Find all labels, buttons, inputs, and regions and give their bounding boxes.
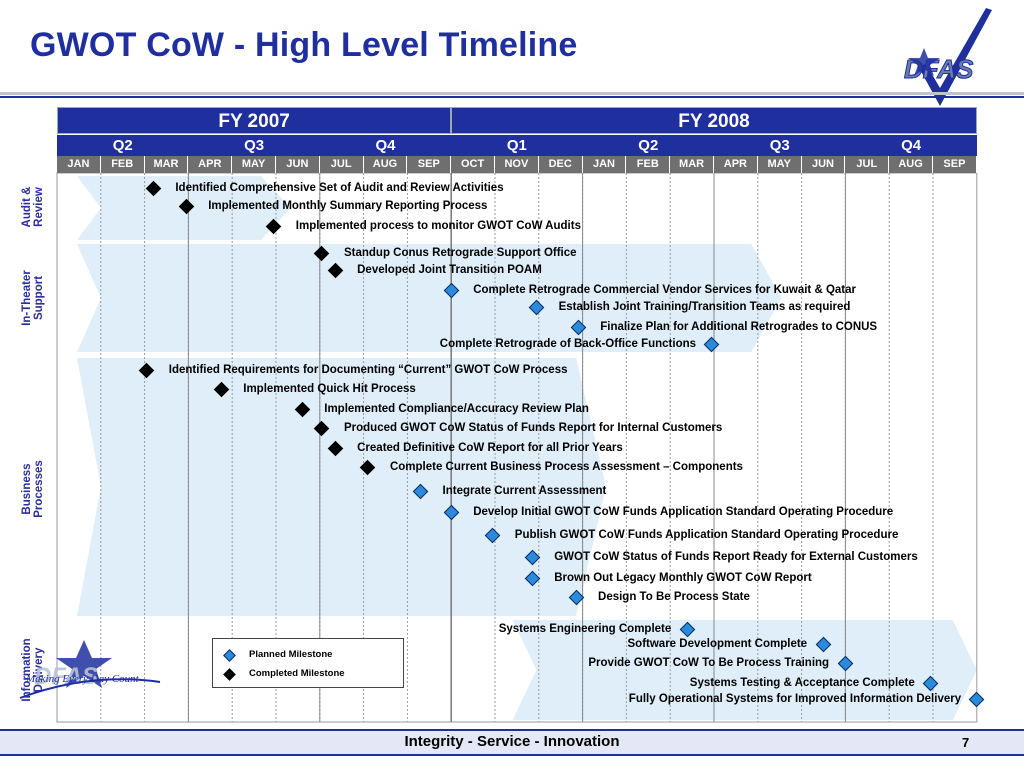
milestone-label: Systems Testing & Acceptance Complete bbox=[689, 677, 915, 689]
month-header: JUL bbox=[319, 156, 364, 173]
legend-completed-label: Completed Milestone bbox=[249, 668, 345, 679]
legend-planned-label: Planned Milestone bbox=[249, 649, 333, 660]
quarter-header: Q3 bbox=[188, 135, 320, 156]
section-arrow-2 bbox=[77, 244, 782, 352]
grid-frame bbox=[56, 172, 978, 723]
title-rule bbox=[0, 92, 1024, 95]
section-arrow-3 bbox=[77, 358, 607, 616]
month-header: JUL bbox=[845, 156, 890, 173]
quarter-header: Q4 bbox=[319, 135, 452, 156]
month-header: OCT bbox=[451, 156, 495, 173]
milestone-label: Publish GWOT CoW Funds Application Stand… bbox=[514, 529, 899, 541]
milestone-label: Implemented process to monitor GWOT CoW … bbox=[295, 220, 581, 232]
mission-logo-text: Making Every Day Count bbox=[25, 673, 140, 685]
section-label: In-Theater Support bbox=[21, 270, 45, 326]
quarter-header: Q2 bbox=[57, 135, 189, 156]
month-header: MAY bbox=[757, 156, 802, 173]
milestone-label: Implemented Monthly Summary Reporting Pr… bbox=[208, 200, 488, 212]
footer-bar bbox=[0, 729, 1024, 756]
milestone-label: Complete Retrograde of Back-Office Funct… bbox=[439, 338, 697, 350]
month-header: APR bbox=[188, 156, 233, 173]
milestone-label: Software Development Complete bbox=[627, 638, 808, 650]
milestone-label: Integrate Current Assessment bbox=[442, 485, 607, 497]
month-header: AUG bbox=[363, 156, 408, 173]
month-header: DEC bbox=[538, 156, 583, 173]
milestone-label: Brown Out Legacy Monthly GWOT CoW Report bbox=[554, 572, 812, 584]
quarter-header: Q1 bbox=[451, 135, 583, 156]
footer-tagline: Integrity - Service - Innovation bbox=[404, 733, 620, 750]
milestone-label: Establish Joint Training/Transition Team… bbox=[558, 301, 851, 313]
month-header: SEP bbox=[933, 156, 977, 173]
milestone-label: Identified Requirements for Documenting … bbox=[168, 364, 568, 376]
fiscal-year-header: FY 2007 bbox=[57, 107, 452, 134]
planned-diamond-icon bbox=[223, 649, 236, 662]
section-arrow-4 bbox=[512, 620, 977, 720]
milestone-label: Provide GWOT CoW To Be Process Training bbox=[588, 657, 830, 669]
milestone-label: Design To Be Process State bbox=[598, 591, 750, 603]
month-header: FEB bbox=[100, 156, 145, 173]
month-header: MAR bbox=[670, 156, 714, 173]
milestone-label: Developed Joint Transition POAM bbox=[357, 264, 542, 276]
milestone-label: Complete Retrograde Commercial Vendor Se… bbox=[473, 284, 856, 296]
month-header: NOV bbox=[495, 156, 539, 173]
milestone-label: Created Definitive CoW Report for all Pr… bbox=[357, 442, 623, 454]
milestone-label: Standup Conus Retrograde Support Office bbox=[343, 247, 577, 259]
month-header: JUN bbox=[276, 156, 320, 173]
milestone-label: Fully Operational Systems for Improved I… bbox=[628, 693, 962, 705]
milestone-label: Implemented Compliance/Accuracy Review P… bbox=[324, 403, 589, 415]
dfas-logo: DFAS bbox=[904, 8, 992, 106]
month-header: APR bbox=[714, 156, 758, 173]
month-header: SEP bbox=[407, 156, 452, 173]
month-header: AUG bbox=[889, 156, 933, 173]
legend: Planned Milestone Completed Milestone bbox=[212, 638, 404, 688]
milestone-label: Develop Initial GWOT CoW Funds Applicati… bbox=[473, 506, 894, 518]
milestone-label: Produced GWOT CoW Status of Funds Report… bbox=[343, 422, 723, 434]
title-rule-accent bbox=[0, 96, 1024, 98]
quarter-header: Q2 bbox=[582, 135, 714, 156]
fiscal-year-header: FY 2008 bbox=[451, 107, 977, 134]
milestone-label: Systems Engineering Complete bbox=[498, 623, 672, 635]
quarter-header: Q3 bbox=[714, 135, 846, 156]
milestone-label: Implemented Quick Hit Process bbox=[243, 383, 416, 395]
month-header: MAY bbox=[232, 156, 276, 173]
milestone-label: GWOT CoW Status of Funds Report Ready fo… bbox=[554, 551, 918, 563]
page-number: 7 bbox=[962, 735, 970, 750]
month-header: JUN bbox=[801, 156, 846, 173]
completed-diamond-icon bbox=[223, 668, 236, 681]
mission-logo: DFAS Making Every Day Count bbox=[19, 640, 161, 699]
month-header: FEB bbox=[626, 156, 671, 173]
quarter-header: Q4 bbox=[845, 135, 977, 156]
milestone-label: Identified Comprehensive Set of Audit an… bbox=[175, 182, 504, 194]
section-label: Business Processes bbox=[21, 460, 45, 518]
page-title: GWOT CoW - High Level Timeline bbox=[30, 26, 578, 64]
milestone-label: Complete Current Business Process Assess… bbox=[389, 461, 743, 473]
month-header: MAR bbox=[144, 156, 189, 173]
month-header: JAN bbox=[582, 156, 627, 173]
milestone-label: Finalize Plan for Additional Retrogrades… bbox=[600, 321, 878, 333]
month-header: JAN bbox=[57, 156, 101, 173]
